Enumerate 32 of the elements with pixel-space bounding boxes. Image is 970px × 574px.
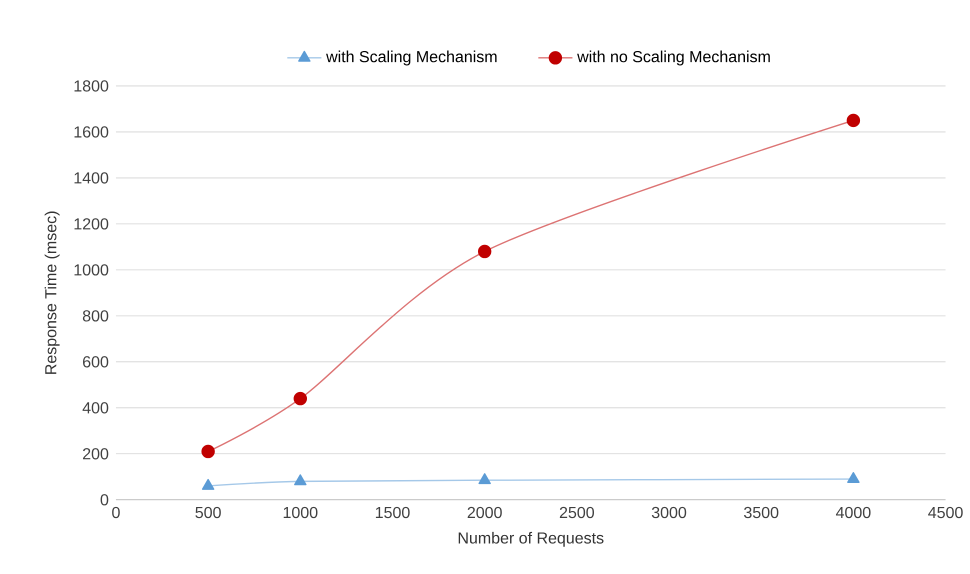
legend-label: with Scaling Mechanism xyxy=(326,50,497,66)
y-tick-label: 1600 xyxy=(74,126,108,138)
x-tick-label: 500 xyxy=(195,506,221,518)
x-tick-label: 3500 xyxy=(744,506,778,518)
legend-label: with no Scaling Mechanism xyxy=(577,50,770,66)
y-tick-label: 1800 xyxy=(74,80,108,92)
point xyxy=(294,392,308,406)
x-tick-label: 4500 xyxy=(928,506,963,518)
y-tick-label: 600 xyxy=(83,356,108,368)
x-tick-label: 1500 xyxy=(376,506,410,518)
point xyxy=(478,473,491,484)
x-tick-label: 1000 xyxy=(284,506,318,518)
point xyxy=(294,474,307,486)
y-tick-label: 200 xyxy=(83,448,108,460)
x-tick-label: 4000 xyxy=(836,506,871,518)
point xyxy=(201,444,215,458)
y-tick-label: 1000 xyxy=(74,264,108,276)
y-tick-label: 1200 xyxy=(74,218,108,230)
y-tick-label: 800 xyxy=(82,310,108,322)
y-tick-label: 0 xyxy=(100,494,108,506)
x-axis-title: Number of Requests xyxy=(458,532,604,547)
y-axis-title: Response Time (msec) xyxy=(44,212,60,374)
point xyxy=(202,479,214,490)
point xyxy=(847,472,860,484)
x-tick-label: 0 xyxy=(112,506,120,518)
y-tick-label: 1400 xyxy=(74,172,108,184)
point xyxy=(846,114,860,128)
x-tick-label: 2000 xyxy=(468,506,502,518)
point xyxy=(478,244,492,258)
x-tick-label: 3000 xyxy=(652,506,686,518)
y-tick-label: 400 xyxy=(82,402,108,414)
x-tick-label: 2500 xyxy=(560,506,594,518)
